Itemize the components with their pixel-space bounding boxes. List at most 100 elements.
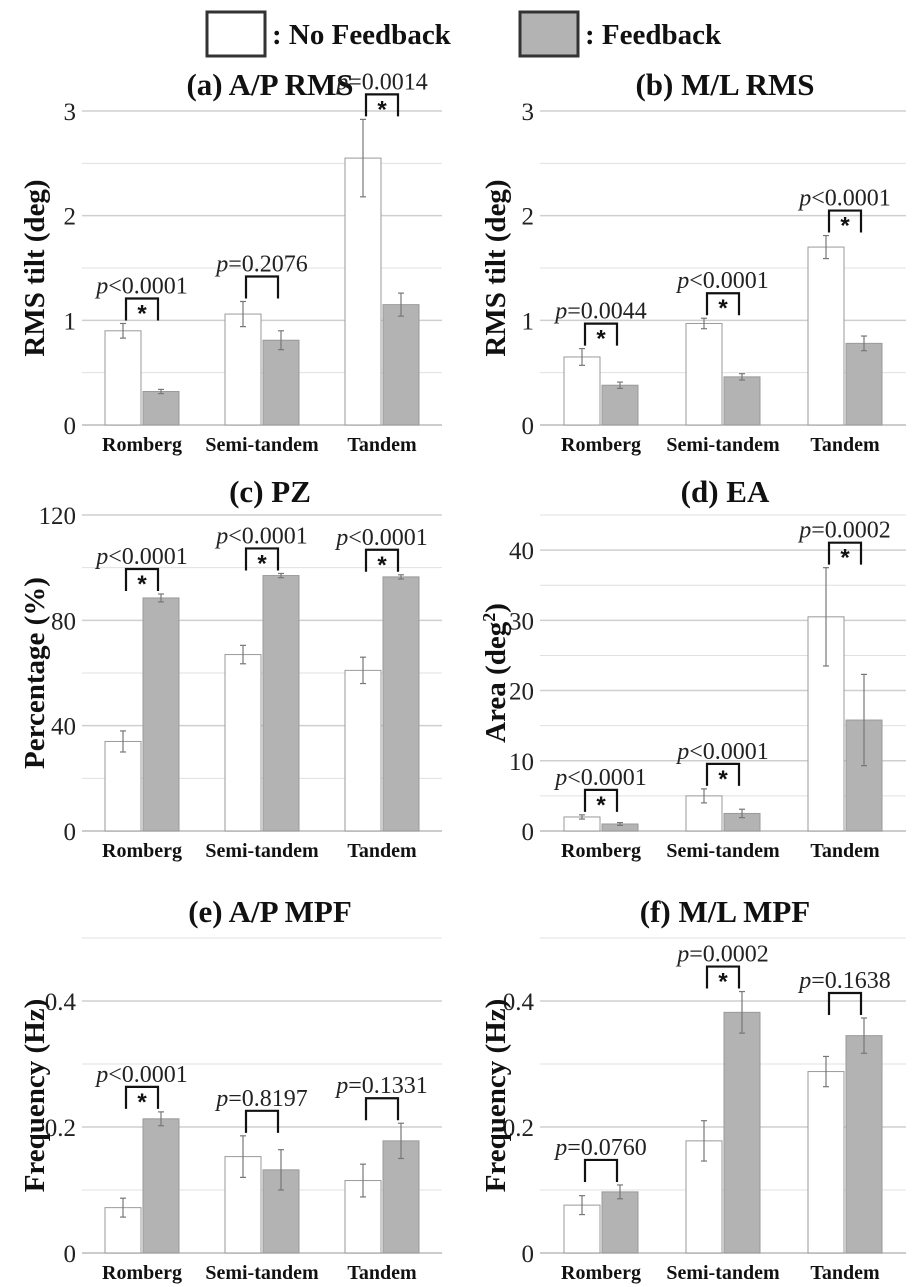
p-value-label: p<0.0001 bbox=[675, 739, 769, 765]
bar-no-feedback bbox=[344, 669, 382, 832]
p-symbol: p bbox=[214, 523, 228, 549]
y-axis-label-text: RMS tilt (deg) bbox=[480, 179, 512, 356]
p-value: 0.8197 bbox=[242, 1086, 308, 1112]
significance-star: * bbox=[257, 550, 267, 577]
significance-star: * bbox=[137, 571, 147, 598]
y-tick-label: 2 bbox=[522, 204, 535, 231]
legend-swatch-feedback bbox=[518, 10, 580, 58]
p-value: 0.0002 bbox=[825, 518, 891, 544]
p-operator: = bbox=[567, 1135, 581, 1161]
significance-star: * bbox=[718, 295, 728, 322]
p-value-label: p=0.0002 bbox=[675, 942, 769, 968]
y-tick-label: 0.2 bbox=[45, 1115, 76, 1142]
p-operator: = bbox=[228, 251, 242, 277]
significance-star: * bbox=[377, 96, 387, 123]
significance-bracket bbox=[705, 292, 741, 316]
p-operator: = bbox=[348, 69, 362, 95]
x-tick-label: Romberg bbox=[561, 434, 641, 456]
p-operator: = bbox=[228, 1086, 242, 1112]
p-symbol: p bbox=[553, 765, 567, 791]
p-value: 0.0001 bbox=[242, 523, 308, 549]
bar-no-feedback bbox=[104, 330, 142, 426]
p-operator: < bbox=[108, 544, 122, 570]
y-tick-label: 3 bbox=[64, 99, 77, 126]
p-operator: < bbox=[348, 525, 362, 551]
bar-no-feedback bbox=[807, 1071, 845, 1254]
bar-no-feedback bbox=[224, 1156, 262, 1254]
bar-feedback bbox=[142, 391, 180, 426]
legend: : No Feedback : Feedback bbox=[205, 10, 722, 58]
bar-no-feedback bbox=[224, 654, 262, 832]
x-tick-label: Romberg bbox=[561, 840, 641, 862]
p-value-label: p=0.2076 bbox=[214, 251, 308, 277]
p-symbol: p bbox=[334, 525, 348, 551]
p-value-label: p<0.0001 bbox=[675, 268, 769, 294]
p-operator: < bbox=[689, 268, 703, 294]
bar-feedback bbox=[382, 1140, 420, 1254]
y-tick-label: 3 bbox=[522, 99, 535, 126]
y-tick-label: 1 bbox=[64, 308, 77, 335]
x-tick-label: Tandem bbox=[810, 434, 880, 456]
p-value: 0.0001 bbox=[581, 765, 647, 791]
bar-feedback bbox=[142, 597, 180, 832]
significance-bracket bbox=[124, 297, 160, 321]
p-value: 0.0001 bbox=[122, 1062, 188, 1088]
p-operator: < bbox=[689, 739, 703, 765]
x-tick-label: Romberg bbox=[102, 1262, 182, 1284]
bar-feedback bbox=[845, 342, 883, 426]
bar-feedback bbox=[262, 339, 300, 426]
p-operator: < bbox=[811, 186, 825, 212]
significance-bracket bbox=[364, 93, 400, 117]
p-symbol: p bbox=[553, 1135, 567, 1161]
x-tick-label: Romberg bbox=[102, 840, 182, 862]
p-value: 0.0001 bbox=[703, 268, 769, 294]
bar-feedback bbox=[723, 376, 761, 426]
x-tick-label: Semi-tandem bbox=[666, 434, 780, 456]
y-axis-label-sup: 2 bbox=[479, 613, 499, 622]
chart-title: (c) PZ bbox=[229, 474, 311, 509]
p-value-label: p<0.0001 bbox=[553, 765, 647, 791]
y-tick-label: 2 bbox=[64, 204, 77, 231]
y-tick-label: 20 bbox=[509, 679, 534, 706]
bar-no-feedback bbox=[104, 740, 142, 832]
significance-bracket bbox=[124, 1085, 160, 1109]
p-operator: < bbox=[108, 1062, 122, 1088]
y-tick-label: 0.4 bbox=[45, 989, 77, 1016]
p-symbol: p bbox=[94, 544, 108, 570]
p-value-label: p<0.0001 bbox=[334, 525, 428, 551]
bar-no-feedback bbox=[344, 157, 382, 426]
p-value-label: p=0.0014 bbox=[334, 69, 428, 95]
significance-star: * bbox=[840, 213, 850, 240]
p-operator: < bbox=[108, 273, 122, 299]
significance-bracket bbox=[124, 567, 160, 591]
p-operator: < bbox=[228, 523, 242, 549]
significance-star: * bbox=[596, 792, 606, 819]
p-symbol: p bbox=[214, 251, 228, 277]
significance-bracket bbox=[827, 541, 863, 565]
y-axis-label: Frequency (Hz) bbox=[19, 999, 51, 1193]
y-tick-label: 0 bbox=[522, 413, 535, 440]
significance-star: * bbox=[840, 545, 850, 572]
x-tick-label: Tandem bbox=[810, 840, 880, 862]
p-value: 0.0002 bbox=[703, 942, 769, 968]
p-operator: = bbox=[811, 518, 825, 544]
p-operator: = bbox=[567, 299, 581, 325]
x-tick-label: Semi-tandem bbox=[666, 1262, 780, 1284]
y-tick-label: 0 bbox=[64, 819, 77, 846]
p-value-label: p<0.0001 bbox=[797, 186, 891, 212]
x-tick-label: Semi-tandem bbox=[205, 1262, 319, 1284]
y-axis-label-text: Area (deg bbox=[480, 621, 512, 743]
p-value-label: p=0.1331 bbox=[334, 1073, 428, 1099]
p-value: 0.0760 bbox=[581, 1135, 647, 1161]
p-value: 0.0001 bbox=[122, 273, 188, 299]
x-tick-label: Semi-tandem bbox=[205, 434, 319, 456]
x-tick-label: Tandem bbox=[347, 434, 417, 456]
p-value: 0.0014 bbox=[362, 69, 428, 95]
x-tick-label: Semi-tandem bbox=[205, 840, 319, 862]
x-tick-label: Tandem bbox=[347, 1262, 417, 1284]
p-symbol: p bbox=[334, 1073, 348, 1099]
bar-feedback bbox=[601, 1191, 639, 1254]
y-axis-label: RMS tilt (deg) bbox=[480, 179, 512, 356]
significance-bracket bbox=[827, 209, 863, 233]
